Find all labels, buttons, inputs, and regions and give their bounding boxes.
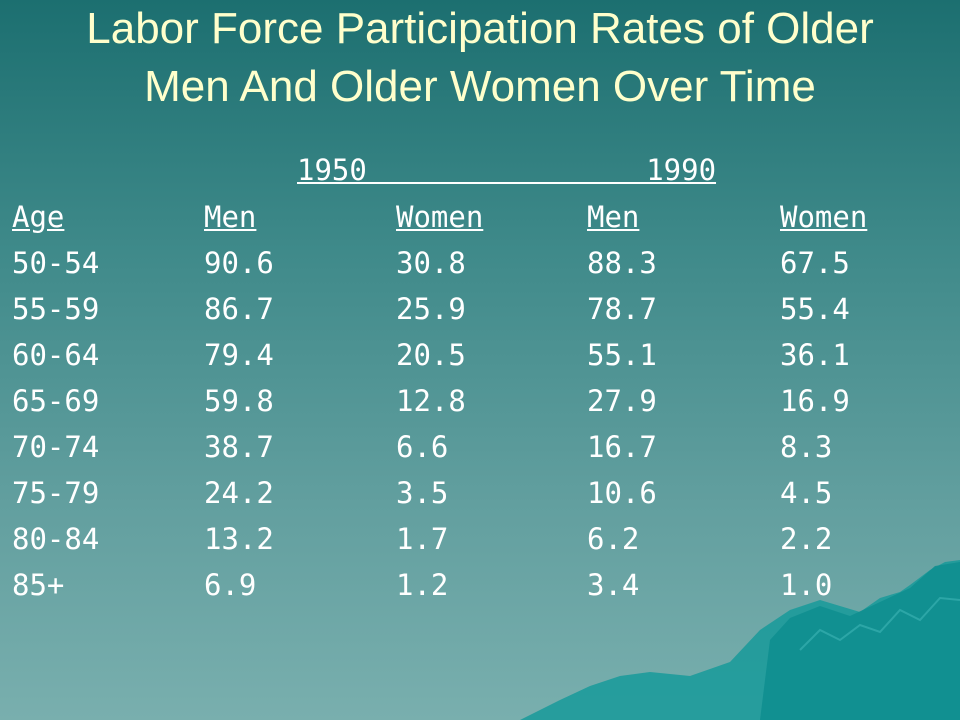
- women-1950-cell: 12.8: [396, 384, 466, 418]
- men-1990-cell: 6.2: [587, 522, 640, 556]
- women-1950-cell: 3.5: [396, 476, 449, 510]
- women-1990-cell: 1.0: [780, 568, 833, 602]
- women-1990-cell: 67.5: [780, 246, 850, 280]
- men-1950-cell: 13.2: [204, 522, 274, 556]
- men-1990-cell: 55.1: [587, 338, 657, 372]
- women-1950-cell: 1.7: [396, 522, 449, 556]
- age-cell: 60-64: [12, 338, 100, 372]
- men-1990-cell: 3.4: [587, 568, 640, 602]
- women-1990-cell: 2.2: [780, 522, 833, 556]
- header-women-1950: Women: [396, 200, 484, 234]
- women-1990-cell: 55.4: [780, 292, 850, 326]
- men-1950-cell: 79.4: [204, 338, 274, 372]
- age-cell: 75-79: [12, 476, 100, 510]
- women-1950-cell: 30.8: [396, 246, 466, 280]
- age-cell: 65-69: [12, 384, 100, 418]
- men-1950-cell: 24.2: [204, 476, 274, 510]
- women-1990-cell: 4.5: [780, 476, 833, 510]
- age-cell: 50-54: [12, 246, 100, 280]
- header-age: Age: [12, 200, 65, 234]
- women-1950-cell: 1.2: [396, 568, 449, 602]
- year-header-row: 1950 1990: [0, 148, 960, 192]
- men-1990-cell: 88.3: [587, 246, 657, 280]
- header-men-1990: Men: [587, 200, 640, 234]
- men-1990-cell: 27.9: [587, 384, 657, 418]
- slide-title: Labor Force Participation Rates of Older…: [86, 4, 874, 111]
- men-1990-cell: 10.6: [587, 476, 657, 510]
- men-1950-cell: 6.9: [204, 568, 257, 602]
- women-1950-cell: 20.5: [396, 338, 466, 372]
- men-1950-cell: 86.7: [204, 292, 274, 326]
- header-men-1950: Men: [204, 200, 257, 234]
- women-1990-cell: 36.1: [780, 338, 850, 372]
- age-cell: 80-84: [12, 522, 100, 556]
- women-1950-cell: 6.6: [396, 430, 449, 464]
- women-1990-cell: 8.3: [780, 430, 833, 464]
- men-1950-cell: 38.7: [204, 430, 274, 464]
- women-1990-cell: 16.9: [780, 384, 850, 418]
- year-header-1950-1990: 1950 1990: [297, 153, 717, 187]
- men-1990-cell: 16.7: [587, 430, 657, 464]
- age-cell: 70-74: [12, 430, 100, 464]
- age-cell: 55-59: [12, 292, 100, 326]
- men-1950-cell: 59.8: [204, 384, 274, 418]
- men-1950-cell: 90.6: [204, 246, 274, 280]
- header-women-1990: Women: [780, 200, 868, 234]
- men-1990-cell: 78.7: [587, 292, 657, 326]
- women-1950-cell: 25.9: [396, 292, 466, 326]
- age-cell: 85+: [12, 568, 65, 602]
